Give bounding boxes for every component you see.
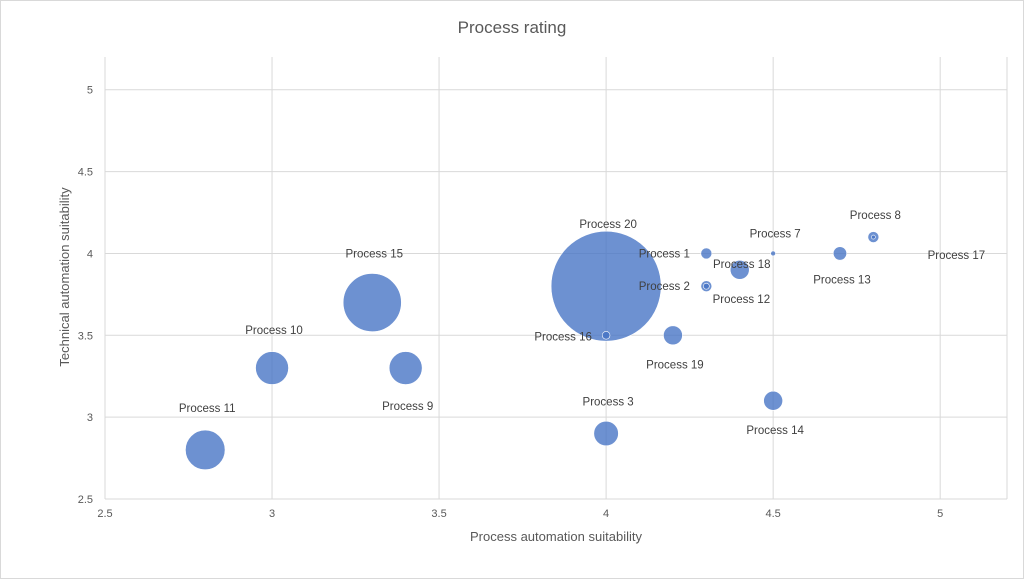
- bubble: [593, 420, 619, 447]
- y-tick-label: 3: [87, 412, 93, 424]
- bubble-label: Process 15: [345, 249, 403, 261]
- bubble-label: Process 1: [639, 248, 690, 260]
- bubble-label: Process 13: [813, 274, 871, 286]
- bubble-label: Process 17: [928, 250, 986, 262]
- x-tick-label: 2.5: [97, 508, 112, 520]
- bubble-label: Process 14: [746, 425, 804, 437]
- bubble-label: Process 2: [639, 281, 690, 293]
- y-tick-label: 4: [87, 248, 93, 260]
- x-tick-label: 3: [269, 508, 275, 520]
- bubble: [700, 247, 713, 260]
- bubble: [703, 282, 710, 290]
- bubble-label: Process 12: [713, 294, 771, 306]
- bubble: [601, 331, 611, 340]
- gridlines: [104, 57, 1008, 500]
- bubble-series: [185, 230, 880, 471]
- bubble-label: Process 9: [382, 401, 433, 413]
- axis-tick-labels: 2.5 3 3.5 4 4.5 5 2.5 3 3.5 4 4.5 5: [78, 85, 944, 520]
- bubble-label: Process 8: [850, 210, 901, 222]
- bubble: [663, 325, 683, 346]
- x-tick-label: 4: [603, 508, 609, 520]
- bubble-label: Process 20: [579, 219, 637, 231]
- bubble-label: Process 19: [646, 359, 704, 371]
- bubble: [185, 429, 226, 471]
- bubble-label: Process 11: [179, 403, 236, 415]
- bubble-label: Process 16: [534, 331, 592, 343]
- bubble: [342, 273, 402, 332]
- bubble: [388, 351, 423, 385]
- bubble: [871, 234, 876, 240]
- x-axis-title: Process automation suitability: [470, 529, 642, 544]
- y-axis-title: Technical automation suitability: [57, 187, 72, 367]
- bubble-label: Process 7: [750, 228, 801, 240]
- bubble: [832, 246, 847, 261]
- x-tick-label: 3.5: [431, 508, 446, 520]
- y-tick-label: 5: [87, 85, 93, 97]
- bubble: [770, 250, 776, 257]
- bubble-label: Process 18: [713, 259, 771, 271]
- bubble: [550, 230, 662, 342]
- y-tick-label: 4.5: [78, 167, 93, 179]
- y-tick-label: 3.5: [78, 330, 93, 342]
- x-tick-label: 4.5: [765, 508, 780, 520]
- bubble-label: Process 3: [583, 397, 634, 409]
- bubble: [729, 259, 750, 280]
- y-tick-label: 2.5: [78, 494, 93, 506]
- bubble-label: Process 10: [245, 325, 303, 337]
- bubble: [763, 390, 783, 411]
- x-tick-label: 5: [937, 508, 943, 520]
- chart-title: Process rating: [458, 18, 567, 37]
- data-labels: Process 1 Process 2 Process 3 Process 7 Proc…: [179, 210, 985, 437]
- bubble: [255, 351, 289, 385]
